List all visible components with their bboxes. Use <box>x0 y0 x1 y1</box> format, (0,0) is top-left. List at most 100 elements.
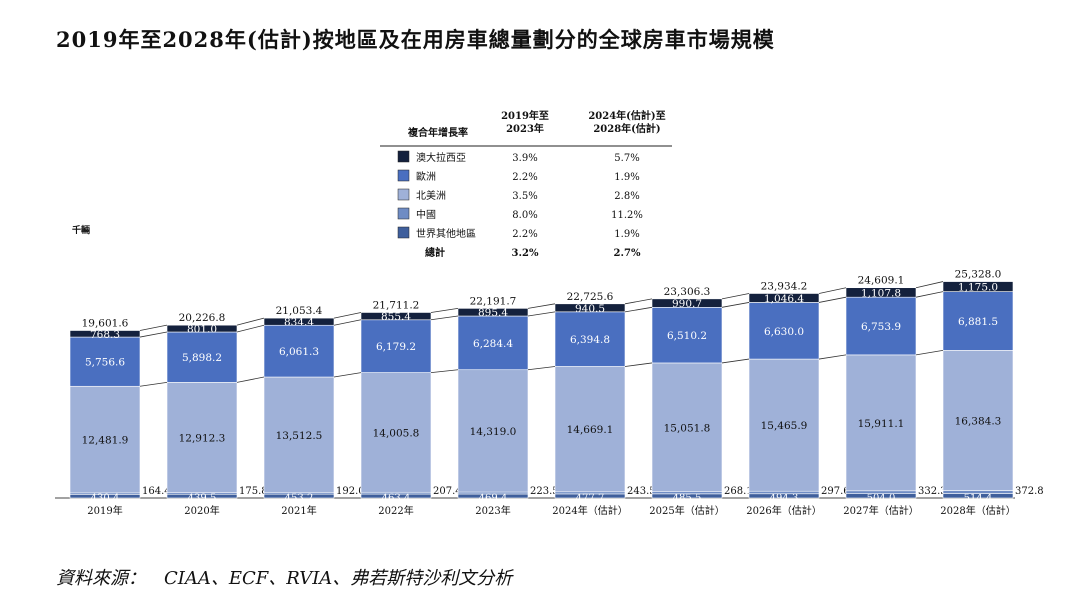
data-label: 514.4 <box>964 493 993 504</box>
connector-line <box>333 372 362 378</box>
legend-swatch <box>397 207 410 220</box>
legend-swatch <box>397 169 410 182</box>
connector-line <box>624 298 653 305</box>
data-label: 6,630.0 <box>764 326 804 338</box>
data-label: 268.1 <box>724 486 753 497</box>
total-label: 24,609.1 <box>858 275 905 287</box>
connector-line <box>527 303 556 309</box>
bar-segment <box>651 298 723 308</box>
cagr-value: 2.2% <box>512 172 537 183</box>
bar-segment <box>263 376 335 493</box>
source-note: 資料來源： CIAA、ECF、RVIA、弗若斯特沙利文分析 <box>56 568 513 589</box>
connector-line <box>818 296 847 303</box>
legend-label: 世界其他地區 <box>416 227 476 240</box>
data-label: 164.4 <box>142 486 171 497</box>
data-label: 895.4 <box>478 307 508 319</box>
cagr-value: 2.8% <box>614 191 639 202</box>
connector-line <box>818 287 847 294</box>
total-label: 23,306.3 <box>664 286 711 298</box>
legend-swatch <box>397 226 410 239</box>
data-label: 223.5 <box>530 486 559 497</box>
x-tick-label: 2019年 <box>87 504 122 517</box>
data-label: 768.3 <box>90 329 120 341</box>
legend-swatch <box>397 150 410 163</box>
bar-segment <box>845 354 917 492</box>
connector-line <box>236 317 265 326</box>
cagr-value: 5.7% <box>614 153 639 164</box>
data-label: 855.4 <box>381 311 411 323</box>
connector-line <box>915 281 944 289</box>
bar-segment <box>166 324 238 333</box>
bar-segment <box>651 307 723 364</box>
data-label: 15,051.8 <box>664 422 711 434</box>
bar-segment <box>69 330 141 338</box>
cagr-total-value: 3.2% <box>512 248 539 259</box>
bar-segment <box>554 303 626 313</box>
data-label: 6,753.9 <box>861 321 901 333</box>
total-label: 22,191.7 <box>470 295 517 307</box>
cagr-col2-header: 2024年(估計)至 <box>588 109 665 122</box>
total-label: 21,053.4 <box>276 305 323 317</box>
connector-line <box>915 350 944 356</box>
cagr-value: 1.9% <box>614 229 639 240</box>
connector-line <box>721 302 750 308</box>
cagr-col2-header: 2028年(估計) <box>593 122 660 135</box>
data-label: 494.3 <box>770 493 799 504</box>
data-label: 5,898.2 <box>182 352 222 364</box>
data-label: 940.5 <box>575 303 605 315</box>
bar-segment <box>554 366 626 493</box>
bar-segment <box>263 324 335 378</box>
total-label: 23,934.2 <box>761 280 808 292</box>
cagr-header: 複合年增長率 <box>407 126 468 139</box>
cagr-total-value: 2.7% <box>614 248 641 259</box>
bar-segment <box>166 382 238 494</box>
connector-line <box>430 315 459 321</box>
data-label: 192.0 <box>336 486 365 497</box>
connector-line <box>624 306 653 313</box>
data-label: 12,481.9 <box>82 435 129 447</box>
connector-line <box>139 382 168 387</box>
bar-segment <box>748 302 820 360</box>
bar-segment <box>845 287 917 298</box>
cagr-value: 3.9% <box>512 153 537 164</box>
chart-title: 2019年至2028年(估計)按地區及在用房車總量劃分的全球房車市場規模 <box>56 27 775 52</box>
connector-line <box>139 324 168 331</box>
connector-line <box>915 291 944 298</box>
data-label: 834.4 <box>284 317 314 329</box>
total-label: 25,328.0 <box>955 269 1002 281</box>
cagr-value: 2.2% <box>512 229 537 240</box>
bar-segment <box>360 319 432 373</box>
data-label: 175.8 <box>239 486 268 497</box>
total-label: 22,725.6 <box>567 291 614 303</box>
data-label: 504.0 <box>867 493 896 504</box>
total-label: 21,711.2 <box>373 299 420 311</box>
connector-line <box>236 376 265 383</box>
legend-swatch <box>397 188 410 201</box>
data-label: 485.5 <box>673 493 702 504</box>
total-label: 19,601.6 <box>82 318 129 330</box>
connector-line <box>721 293 750 300</box>
data-label: 6,510.2 <box>667 330 707 342</box>
legend-label: 中國 <box>416 208 436 221</box>
data-label: 6,394.8 <box>570 334 610 346</box>
connector-line <box>430 307 459 313</box>
x-tick-label: 2023年 <box>475 504 510 517</box>
bar-segment <box>69 336 141 387</box>
x-tick-label: 2025年（估計） <box>649 504 724 517</box>
bar-segment <box>166 331 238 383</box>
bar-segment <box>554 311 626 367</box>
x-tick-label: 2027年（估計） <box>843 504 918 517</box>
data-label: 297.6 <box>821 486 850 497</box>
connector-line <box>333 319 362 326</box>
bar-segment <box>360 372 432 493</box>
data-label: 12,912.3 <box>179 433 226 445</box>
data-label: 15,911.1 <box>858 418 905 430</box>
bar-segment <box>942 281 1014 292</box>
data-label: 15,465.9 <box>761 420 808 432</box>
cagr-value: 1.9% <box>614 172 639 183</box>
bar-segment <box>845 296 917 356</box>
connector-line <box>527 366 556 371</box>
bar-segment <box>360 312 432 321</box>
cagr-col1-header: 2019年至 <box>501 109 549 122</box>
